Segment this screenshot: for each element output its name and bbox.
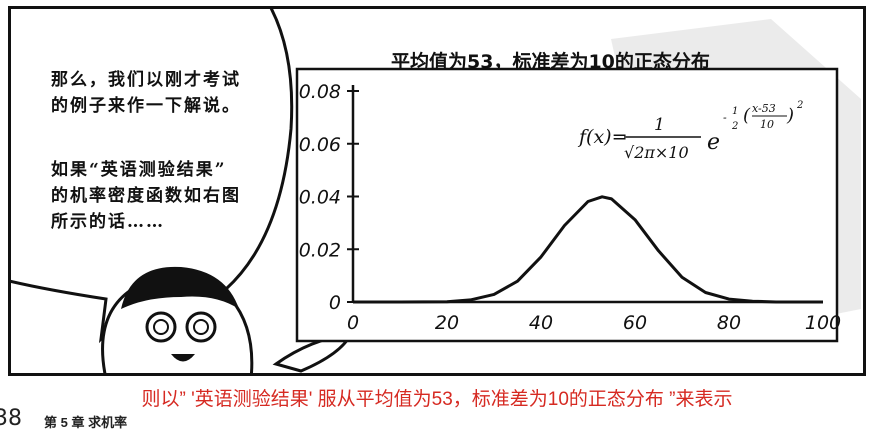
page-number: 38 bbox=[0, 406, 22, 431]
formula-exp-pow: 2 bbox=[796, 100, 803, 111]
formula-paren-open: ( bbox=[743, 105, 751, 126]
chart-canvas: 0 0.02 0.04 0.06 0.08 0 20 40 60 80 100 f(x)= 1 √2… bbox=[295, 67, 841, 343]
formula-exp-frac-num: x-53 bbox=[752, 102, 776, 115]
chart-frame bbox=[295, 67, 839, 343]
formula-e: e bbox=[707, 130, 720, 155]
speech-line: 的例子来作一下解说。 bbox=[51, 96, 241, 116]
y-tick-label: 0.08 bbox=[299, 81, 341, 103]
formula-exp-half-num: 1 bbox=[732, 106, 738, 117]
speech-bubble bbox=[11, 9, 354, 373]
comic-panel: 那么，我们以刚才考试 的例子来作一下解说。 如果“英语测验结果” 的机率密度函数如右… bbox=[8, 6, 866, 376]
speech-line: 的机率密度函数如右图 bbox=[51, 186, 241, 206]
y-tick-label: 0.02 bbox=[299, 239, 341, 261]
speech-text-top: 那么，我们以刚才考试 的例子来作一下解说。 bbox=[51, 67, 241, 119]
chart-title: 平均值为53，标准差为10的正态分布 bbox=[391, 51, 710, 73]
x-tick-label: 40 bbox=[529, 312, 553, 334]
formula-lhs: f(x)= bbox=[577, 126, 628, 148]
character-illustration bbox=[101, 266, 354, 373]
y-tick-label: 0 bbox=[329, 292, 341, 314]
x-tick-label: 60 bbox=[623, 312, 647, 334]
formula-paren-close: ) bbox=[786, 105, 794, 126]
x-tick-label: 20 bbox=[435, 312, 459, 334]
formula-exp-sign: - bbox=[723, 111, 727, 124]
chapter-label: 第 5 章 求机率 bbox=[44, 415, 128, 430]
chart-marks bbox=[353, 195, 823, 304]
y-tick-label: 0.06 bbox=[299, 134, 341, 156]
formula: f(x)= 1 √2π×10 e - 1 2 ( x-53 10 ) 2 bbox=[577, 100, 803, 162]
formula-numerator: 1 bbox=[654, 115, 665, 135]
speech-line: 如果“英语测验结果” bbox=[51, 160, 227, 180]
x-tick-label: 100 bbox=[805, 312, 841, 334]
density-curve bbox=[353, 195, 823, 304]
formula-exp-half-den: 2 bbox=[731, 121, 738, 132]
y-tick-label: 0.04 bbox=[299, 187, 341, 209]
x-tick-label: 0 bbox=[347, 312, 359, 334]
speech-text-bottom: 如果“英语测验结果” 的机率密度函数如右图 所示的话…… bbox=[51, 157, 241, 235]
caption: 则以” '英语测验结果' 服从平均值为53，标准差为10的正态分布 ”来表示 bbox=[141, 389, 733, 410]
x-tick-label: 80 bbox=[717, 312, 741, 334]
formula-exp-frac-den: 10 bbox=[760, 118, 774, 131]
formula-denominator: √2π×10 bbox=[624, 143, 689, 162]
speech-line: 所示的话…… bbox=[51, 212, 165, 232]
speech-line: 那么，我们以刚才考试 bbox=[51, 70, 241, 90]
